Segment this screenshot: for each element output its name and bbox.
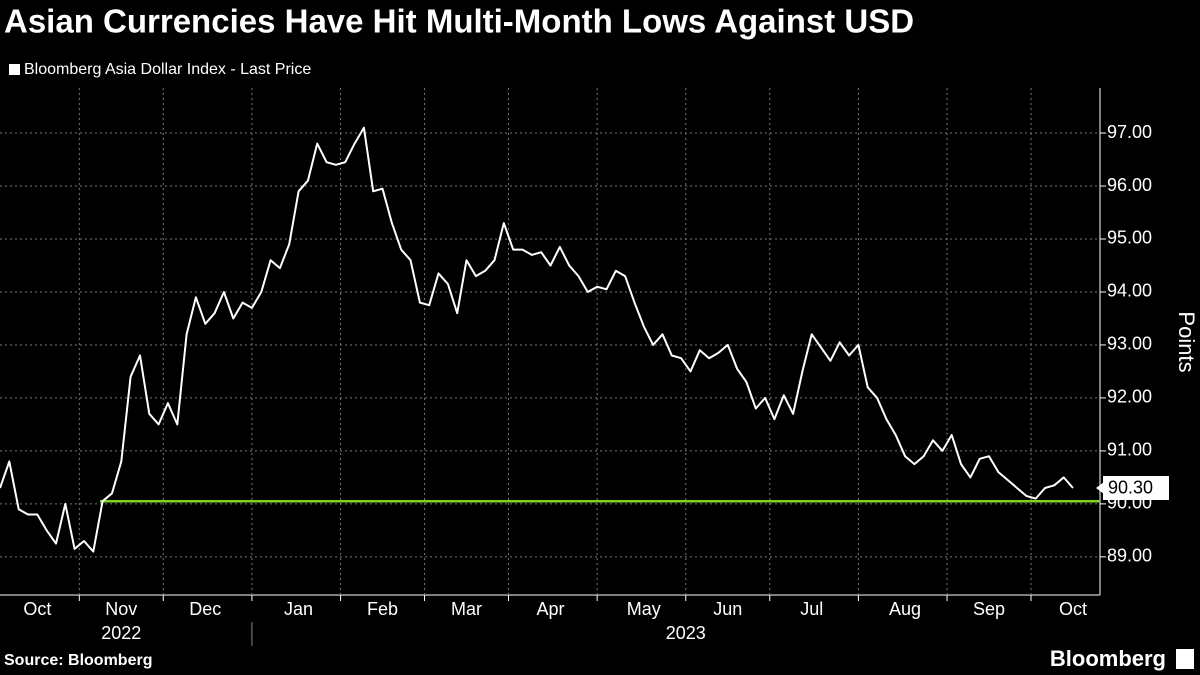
- brand-icon: [1176, 649, 1194, 669]
- last-value-pointer: [1096, 481, 1104, 494]
- y-tick-label: 91.00: [1107, 440, 1152, 460]
- legend-label: Bloomberg Asia Dollar Index - Last Price: [24, 61, 311, 78]
- x-group-label: 2023: [666, 623, 706, 643]
- x-tick-label: Apr: [536, 599, 564, 619]
- y-tick-label: 97.00: [1107, 122, 1152, 142]
- x-tick-label: Sep: [973, 599, 1005, 619]
- y-tick-label: 92.00: [1107, 387, 1152, 407]
- legend-swatch: [9, 64, 20, 75]
- x-tick-label: Oct: [1059, 599, 1087, 619]
- line: [0, 126, 1074, 553]
- x-tick-label: Nov: [105, 599, 137, 619]
- x-tick-label: Feb: [367, 599, 398, 619]
- x-tick-label: Jan: [284, 599, 313, 619]
- x-tick-label: Jun: [713, 599, 742, 619]
- y-tick-label: 93.00: [1107, 334, 1152, 354]
- y-tick-label: 95.00: [1107, 228, 1152, 248]
- chart-title: Asian Currencies Have Hit Multi-Month Lo…: [4, 3, 914, 40]
- brand: Bloomberg: [1050, 646, 1166, 671]
- x-tick-label: Dec: [189, 599, 221, 619]
- x-tick-label: Jul: [800, 599, 823, 619]
- last-value-label: 90.30: [1108, 478, 1153, 498]
- x-tick-label: May: [627, 599, 661, 619]
- y-tick-label: 89.00: [1107, 546, 1152, 566]
- x-group-label: 2022: [101, 623, 141, 643]
- source: Source: Bloomberg: [4, 652, 152, 669]
- x-tick-label: Mar: [451, 599, 482, 619]
- x-tick-label: Aug: [889, 599, 921, 619]
- y-tick-label: 94.00: [1107, 281, 1152, 301]
- x-tick-label: Oct: [23, 599, 51, 619]
- y-tick-label: 96.00: [1107, 175, 1152, 195]
- last-value-box: [1103, 475, 1169, 500]
- y-axis-label: Points: [1174, 311, 1199, 372]
